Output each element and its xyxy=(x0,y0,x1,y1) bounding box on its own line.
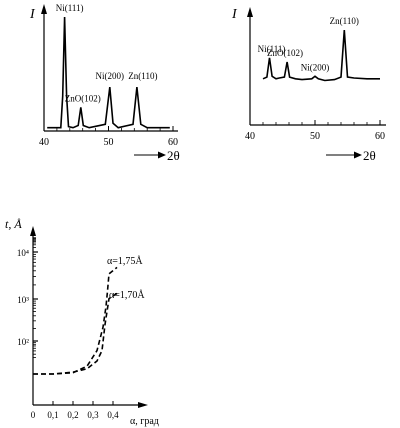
p2-xrd-curve xyxy=(262,30,380,82)
p1-peak-label: Zn(110) xyxy=(128,71,157,81)
p2-x-tick-label: 50 xyxy=(310,131,320,142)
p2-ylabel: I xyxy=(231,7,238,22)
p3-x-tick-label: 0,3 xyxy=(87,410,99,420)
p3-ylabel: t, Å xyxy=(5,217,22,231)
p3-x-tick-label: 0 xyxy=(31,410,36,420)
panel-3: t, Å α, град 0 0,1 0,2 0,3 0,4 10² 10³ 10⁴ α=1,… xyxy=(5,217,159,427)
p2-x-tick-label: 60 xyxy=(375,131,385,142)
p1-xrd-curve xyxy=(47,16,170,129)
p2-peak-label: ZnO(102) xyxy=(267,48,303,58)
p3-y-tick-label: 10⁴ xyxy=(17,248,29,258)
p1-peak-label: Ni(111) xyxy=(56,3,84,13)
p3-series-curve xyxy=(33,266,118,375)
p2-x-tick-label: 40 xyxy=(245,131,255,142)
p1-x-tick-label: 60 xyxy=(168,137,178,148)
p1-peak-label: ZnO(102) xyxy=(65,93,101,103)
p2-peak-label: Ni(200) xyxy=(301,62,330,72)
p3-series-curve xyxy=(33,292,118,375)
p3-x-tick-label: 0,1 xyxy=(47,410,58,420)
p3-series-label: α=1,75Å xyxy=(107,255,143,267)
p2-xlabel-arrow-head xyxy=(354,151,362,159)
p3-x-tick-label: 0,4 xyxy=(107,410,119,420)
p1-x-tick-label: 40 xyxy=(39,137,49,148)
panel-1: I 40 50 60 Ni(111) ZnO(102) Ni(200) Zn(110) 2… xyxy=(29,3,180,163)
p3-x-arrow xyxy=(138,402,148,408)
p1-xlabel: 2θ xyxy=(167,148,180,163)
p3-y-tick-label: 10³ xyxy=(17,295,29,305)
p3-y-arrow xyxy=(30,226,36,236)
p1-peak-label: Ni(200) xyxy=(96,71,125,81)
p1-xlabel-arrow-head xyxy=(158,151,166,159)
p3-series-label: α=1,70Å xyxy=(109,289,145,301)
p2-peak-label: Zn(110) xyxy=(330,16,359,26)
p1-ylabel: I xyxy=(29,7,36,22)
p3-x-tick-label: 0,2 xyxy=(67,410,78,420)
p2-xlabel: 2θ xyxy=(363,148,376,163)
p2-peak-label: Ni(111) xyxy=(258,44,286,54)
p1-x-tick-label: 50 xyxy=(104,137,114,148)
p2-y-arrow xyxy=(247,7,253,17)
panel-2: I 40 50 60 Ni(111)ZnO(102) Ni(200) Zn(110) 2… xyxy=(231,7,386,163)
p3-xlabel: α, град xyxy=(130,416,159,427)
p1-y-arrow xyxy=(41,4,47,14)
p3-y-tick-label: 10² xyxy=(17,337,29,347)
